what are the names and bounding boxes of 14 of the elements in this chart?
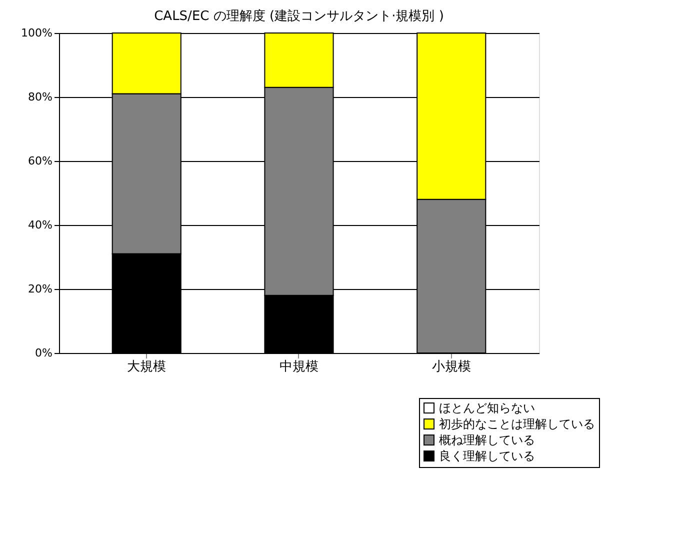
legend-label: 初歩的なことは理解している (439, 417, 595, 431)
y-tick-label: 80% (28, 90, 52, 104)
legend-label: 良く理解している (439, 449, 535, 463)
y-tick-label: 0% (35, 346, 52, 360)
chart-title: CALS/EC の理解度 (建設コンサルタント·規模別 ) (154, 8, 444, 24)
x-tick-label: 小規模 (432, 360, 471, 374)
y-tick-label: 20% (28, 282, 52, 296)
legend-label: 概ね理解している (439, 433, 535, 447)
y-tick-label: 40% (28, 218, 52, 232)
y-tick-label: 60% (28, 154, 52, 168)
y-tick-label: 100% (21, 26, 52, 40)
x-tick-label: 大規模 (127, 360, 166, 374)
legend-label: ほとんど知らない (439, 401, 535, 415)
x-tick-label: 中規模 (280, 360, 318, 374)
